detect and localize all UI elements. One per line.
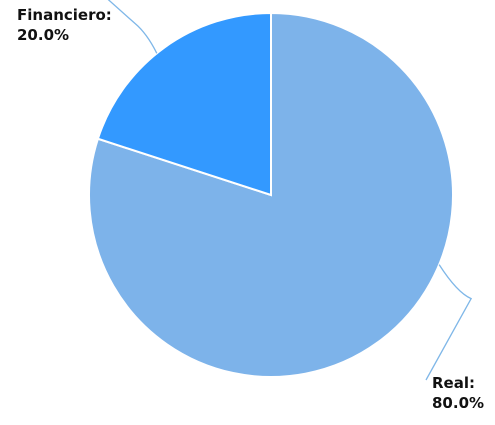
label-real-value: 80.0% xyxy=(432,394,484,412)
leader-line-real xyxy=(425,264,473,381)
label-real: Real: 80.0% xyxy=(432,374,484,412)
pie-slices xyxy=(88,11,454,378)
label-financiero-value: 20.0% xyxy=(17,26,69,44)
label-financiero: Financiero: 20.0% xyxy=(17,6,117,44)
label-real-name: Real: xyxy=(432,374,475,392)
pie-slice-real xyxy=(88,11,454,378)
data-labels: Real: 80.0% Financiero: 20.0% xyxy=(17,6,484,412)
leader-lines xyxy=(107,0,473,381)
label-financiero-name: Financiero: xyxy=(17,6,112,24)
leader-line-financiero xyxy=(107,0,158,54)
pie-slice-financiero xyxy=(96,11,272,197)
